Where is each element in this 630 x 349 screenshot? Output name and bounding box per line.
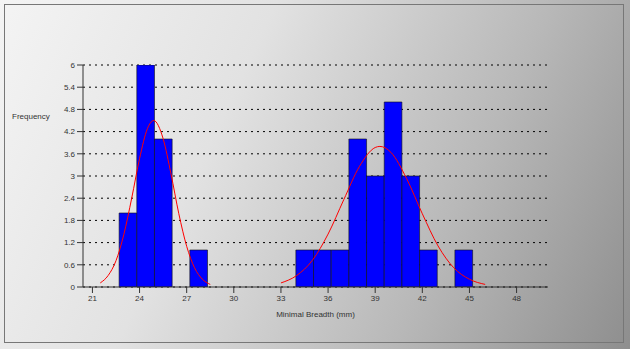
svg-text:45: 45 [465, 294, 474, 303]
svg-text:36: 36 [324, 294, 333, 303]
html-text:Frequency: Frequency [12, 112, 50, 121]
svg-text:3.6: 3.6 [64, 150, 76, 159]
svg-text:1.2: 1.2 [64, 238, 76, 247]
svg-text:0.6: 0.6 [64, 261, 76, 270]
svg-text:39: 39 [371, 294, 380, 303]
svg-text:48: 48 [512, 294, 521, 303]
svg-text:6: 6 [71, 61, 76, 70]
svg-text:1.8: 1.8 [64, 216, 76, 225]
svg-text:3: 3 [71, 172, 76, 181]
svg-text:2.4: 2.4 [64, 194, 76, 203]
svg-text:42: 42 [418, 294, 427, 303]
svg-text:21: 21 [88, 294, 97, 303]
svg-text:Minimal Breadth (mm): Minimal Breadth (mm) [276, 310, 355, 319]
svg-text:4.8: 4.8 [64, 105, 76, 114]
svg-text:4.2: 4.2 [64, 127, 76, 136]
svg-text:30: 30 [229, 294, 238, 303]
svg-text:24: 24 [135, 294, 144, 303]
svg-text:27: 27 [182, 294, 191, 303]
svg-text:33: 33 [276, 294, 285, 303]
svg-text:5.4: 5.4 [64, 83, 76, 92]
svg-text:0: 0 [71, 283, 76, 292]
